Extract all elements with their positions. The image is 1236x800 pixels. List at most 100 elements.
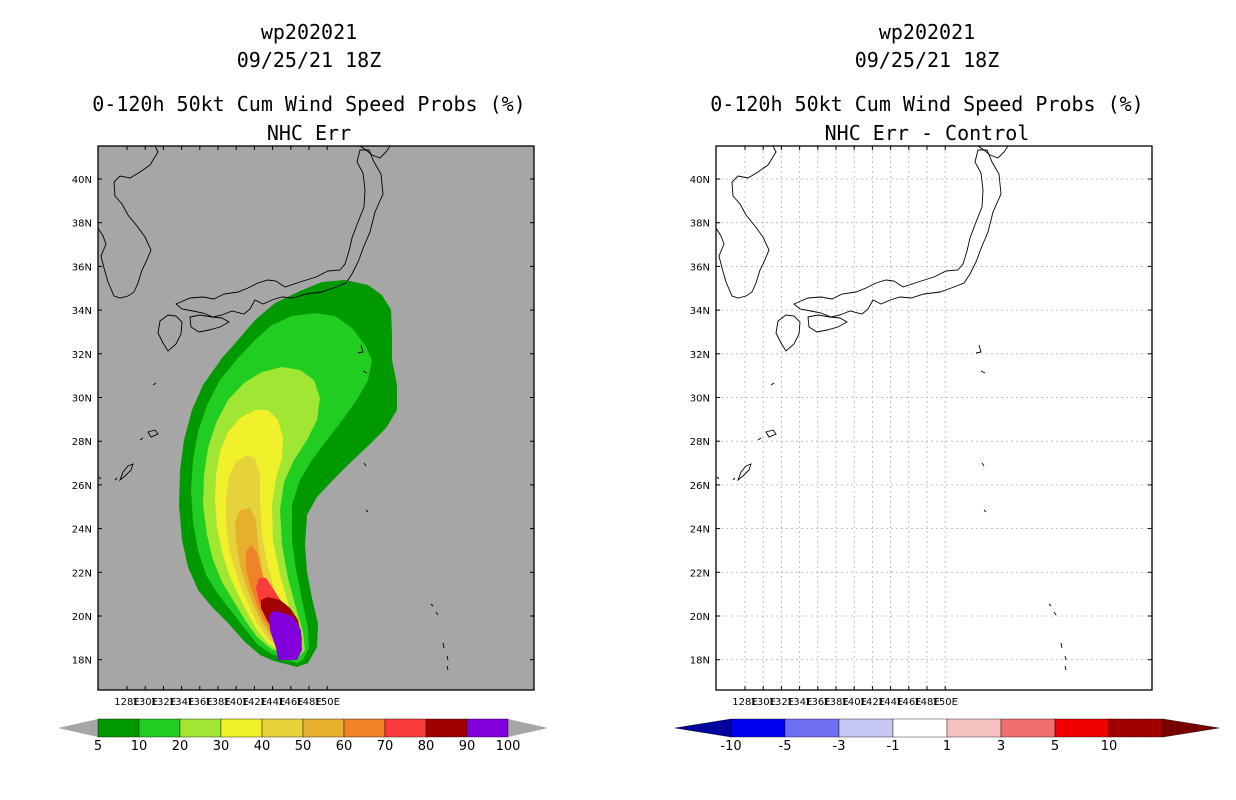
colorbar-box — [466, 718, 509, 738]
colorbar-box — [179, 718, 222, 738]
lon-label: 144E — [878, 697, 903, 708]
colorbar-box — [220, 718, 263, 738]
storm-id: wp202021 — [878, 20, 976, 44]
lon-label: 146E — [896, 697, 921, 708]
datetime: 09/25/21 18Z — [236, 48, 382, 72]
colorbar-label: 50 — [295, 739, 312, 754]
lat-label: 36N — [690, 262, 710, 273]
colorbar-box — [892, 718, 948, 738]
product-title: 0-120h 50kt Cum Wind Speed Probs (%) — [710, 92, 1144, 116]
lat-label: 36N — [72, 262, 92, 273]
lat-label: 28N — [72, 437, 92, 448]
lat-label: 34N — [72, 306, 92, 317]
colorbar-box — [343, 718, 386, 738]
colorbar-label: -3 — [833, 739, 846, 754]
colorbar-label: 10 — [131, 739, 148, 754]
colorbar-box — [97, 718, 140, 738]
colorbar-box — [946, 718, 1002, 738]
map-background — [716, 146, 1152, 690]
lat-label: 26N — [690, 481, 710, 492]
colorbar-box — [730, 718, 786, 738]
colorbar-lower-triangle — [674, 718, 732, 738]
lat-label: 40N — [690, 175, 710, 186]
kyushu-coast — [157, 314, 183, 352]
lat-label: 40N — [72, 175, 92, 186]
lon-label: 130E — [132, 697, 157, 708]
lat-label: 20N — [690, 612, 710, 623]
map-frame — [715, 145, 1153, 691]
ryukyu-islands — [716, 382, 777, 482]
lon-label: 142E — [860, 697, 885, 708]
left-map: 40N 38N 36N 34N 32N 30N 28N 26N 24N 22N 20N 18N 128… — [58, 145, 548, 754]
right-panel: wp202021 09/25/21 18Z 0-120h 50kt Cum Wi… — [618, 0, 1236, 800]
lon-label: 148E — [296, 697, 321, 708]
colorbar-box — [302, 718, 345, 738]
coastlines — [716, 146, 1067, 671]
lon-label: 148E — [914, 697, 939, 708]
shikoku-coast — [189, 314, 230, 333]
lon-label: 138E — [823, 697, 848, 708]
lat-label: 28N — [690, 437, 710, 448]
lon-label: 136E — [187, 697, 212, 708]
colorbar-left: 5 10 20 30 40 50 60 70 80 90 100 — [58, 718, 548, 754]
lat-label: 20N — [72, 612, 92, 623]
lat-label: 18N — [72, 656, 92, 667]
colorbar-box — [784, 718, 840, 738]
lon-label: 150E — [932, 697, 957, 708]
product-title: 0-120h 50kt Cum Wind Speed Probs (%) — [92, 92, 526, 116]
lon-label: 150E — [314, 697, 339, 708]
colorbar-label: 10 — [1101, 739, 1118, 754]
colorbar-label: 100 — [496, 739, 521, 754]
lat-label: 32N — [72, 350, 92, 361]
colorbar-label: 1 — [943, 739, 951, 754]
lon-labels: 128E130E132E134E136E138E140E142E144E146E… — [732, 146, 958, 708]
colorbar-box — [838, 718, 894, 738]
lon-label: 138E — [205, 697, 230, 708]
lon-label: 130E — [750, 697, 775, 708]
lat-label: 30N — [72, 394, 92, 405]
colorbar-label: -1 — [887, 739, 900, 754]
colorbar-lower-triangle — [58, 719, 98, 737]
lat-label: 24N — [690, 525, 710, 536]
subtitle: NHC Err - Control — [824, 121, 1030, 145]
colorbar-box — [425, 718, 468, 738]
colorbar-box — [1054, 718, 1110, 738]
shikoku-coast — [807, 314, 848, 333]
izu-islands — [357, 344, 449, 671]
colorbar-upper-triangle — [508, 719, 548, 737]
colorbar-label: -5 — [779, 739, 792, 754]
korea-coast — [716, 146, 777, 299]
colorbar-label: 90 — [459, 739, 476, 754]
colorbar-box — [261, 718, 304, 738]
lon-label: 142E — [242, 697, 267, 708]
lon-label: 128E — [732, 697, 757, 708]
lat-label: 22N — [72, 568, 92, 579]
lon-label: 132E — [151, 697, 176, 708]
hokkaido-coast — [977, 146, 1009, 159]
map-grid — [716, 146, 1152, 690]
hokkaido-coast — [359, 146, 391, 159]
lat-label: 24N — [72, 525, 92, 536]
subtitle: NHC Err — [266, 121, 352, 145]
lat-label: 26N — [72, 481, 92, 492]
colorbar-label: 60 — [336, 739, 353, 754]
lon-label: 128E — [114, 697, 139, 708]
izu-islands — [975, 344, 1067, 671]
colorbar-right: -10 -5 -3 -1 1 3 5 10 — [674, 718, 1220, 754]
left-panel: wp202021 09/25/21 18Z 0-120h 50kt Cum Wi… — [58, 20, 548, 754]
lon-label: 144E — [260, 697, 285, 708]
lat-labels: 40N 38N 36N 34N 32N 30N 28N 26N 24N 22N 20N 18N — [690, 175, 1152, 667]
datetime: 09/25/21 18Z — [854, 48, 1000, 72]
lat-labels: 40N 38N 36N 34N 32N 30N 28N 26N 24N 22N 20N 18N — [72, 175, 534, 667]
colorbar-box — [1000, 718, 1056, 738]
colorbar-label: 3 — [997, 739, 1005, 754]
right-map: 40N 38N 36N 34N 32N 30N 28N 26N 24N 22N 20N 18N 128… — [674, 145, 1220, 754]
contour-90 — [269, 611, 302, 660]
coastlines — [98, 146, 449, 671]
colorbar-label: 20 — [172, 739, 189, 754]
colorbar-upper-triangle — [1162, 718, 1220, 738]
colorbar-box — [384, 718, 427, 738]
lat-label: 38N — [690, 219, 710, 230]
colorbar-label: 5 — [1051, 739, 1059, 754]
map-frame — [97, 145, 535, 691]
